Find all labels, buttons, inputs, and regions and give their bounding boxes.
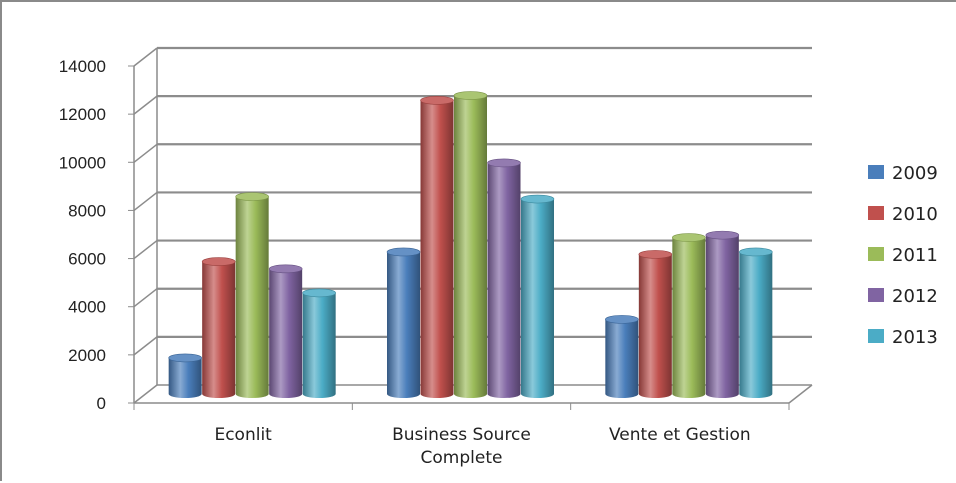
legend-swatch-2012 xyxy=(868,288,884,302)
bar-top-2010-2 xyxy=(638,250,673,259)
legend-swatch-2009 xyxy=(868,165,884,179)
y-tick-label: 10000 xyxy=(59,153,106,172)
y-tick-label: 12000 xyxy=(59,105,106,124)
bar-top-2009-2 xyxy=(605,315,639,324)
bar-2013-1 xyxy=(521,199,554,398)
bar-top-2009-1 xyxy=(386,247,421,257)
gridline-depth xyxy=(133,239,158,260)
bar-2009-2 xyxy=(605,319,639,398)
bar-2013-2 xyxy=(739,251,773,398)
bar-2013-0 xyxy=(302,292,336,398)
bar-top-2012-0 xyxy=(268,264,303,274)
bar-2012-0 xyxy=(269,268,303,398)
y-tick-label: 6000 xyxy=(68,250,106,269)
x-tick-label: Econlit xyxy=(214,425,272,445)
y-tick-label: 8000 xyxy=(68,201,106,220)
bar-top-2012-1 xyxy=(487,158,521,168)
bar-top-2009-0 xyxy=(168,353,202,363)
y-tick-label: 14000 xyxy=(59,57,106,76)
x-tick-label: Vente et Gestion xyxy=(609,425,751,445)
bar-2011-1 xyxy=(454,95,487,398)
gridline-depth xyxy=(133,95,158,115)
legend-swatch-2011 xyxy=(868,247,884,261)
bar-2009-1 xyxy=(387,251,420,398)
gridline-depth xyxy=(133,143,158,163)
legend-label: 2013 xyxy=(892,327,938,348)
x-tick-label: Complete xyxy=(421,448,503,468)
bar-2012-2 xyxy=(705,235,739,398)
legend-label: 2010 xyxy=(892,204,938,225)
bar-2011-2 xyxy=(672,237,706,398)
bar-top-2011-2 xyxy=(672,233,706,242)
bar-2012-1 xyxy=(487,162,521,398)
legend-swatch-2013 xyxy=(868,329,884,343)
floor-right-edge xyxy=(788,384,813,404)
bar-top-2010-0 xyxy=(201,257,236,266)
gridline-depth xyxy=(133,47,158,67)
legend-label: 2012 xyxy=(892,286,938,307)
y-tick-label: 0 xyxy=(97,394,106,413)
legend-swatch-2010 xyxy=(868,206,884,220)
bar-top-2011-1 xyxy=(453,91,488,100)
x-tick-label: Business Source xyxy=(392,425,531,445)
legend-label: 2011 xyxy=(892,245,938,266)
gridline-depth xyxy=(133,191,158,212)
legend-label: 2009 xyxy=(892,163,938,184)
gridline-depth xyxy=(133,336,158,356)
bar-2010-0 xyxy=(202,261,236,398)
y-tick-label: 2000 xyxy=(68,346,106,365)
y-tick-label: 4000 xyxy=(68,298,106,317)
bar-top-2012-2 xyxy=(705,230,740,240)
bar-2009-0 xyxy=(168,357,202,398)
bar-2011-0 xyxy=(235,196,269,398)
gridline-depth xyxy=(133,384,158,404)
bar-top-2013-1 xyxy=(520,194,555,204)
bar-2010-1 xyxy=(420,100,454,398)
gridline-depth xyxy=(133,288,158,308)
bar-top-2013-0 xyxy=(302,288,336,298)
bar-top-2013-2 xyxy=(739,247,773,257)
bar-2010-2 xyxy=(638,254,672,398)
bar-top-2010-1 xyxy=(420,96,454,105)
bar-top-2011-0 xyxy=(235,192,269,201)
